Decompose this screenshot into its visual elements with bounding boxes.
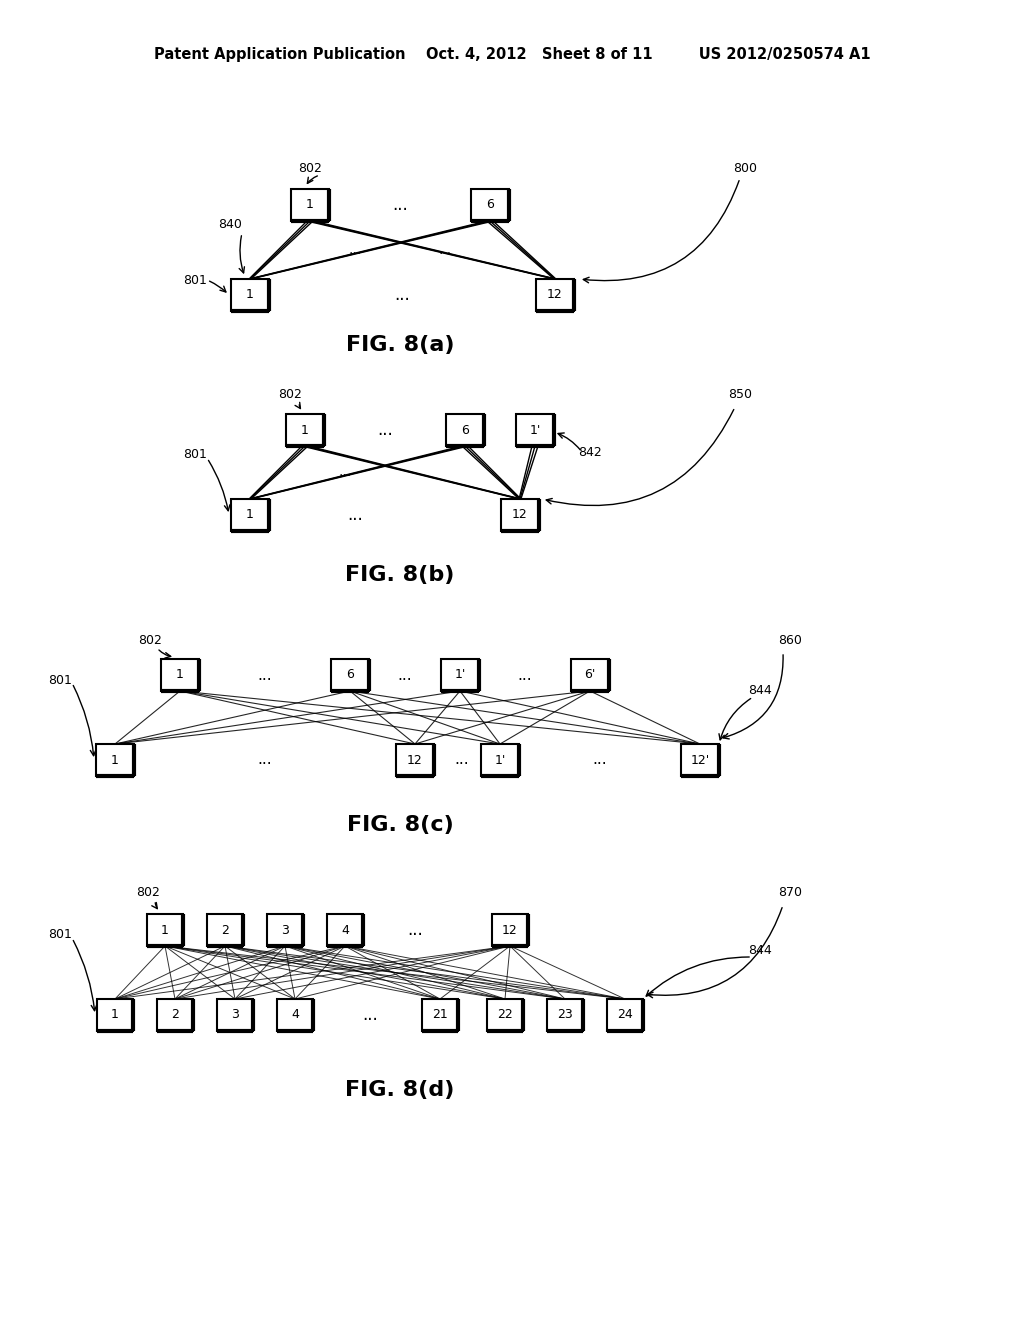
Text: 850: 850	[728, 388, 752, 401]
Text: 870: 870	[778, 887, 802, 899]
Text: 4: 4	[341, 924, 349, 936]
Text: 802: 802	[298, 161, 322, 174]
FancyBboxPatch shape	[516, 414, 554, 446]
FancyBboxPatch shape	[471, 189, 509, 220]
Text: ...: ...	[455, 752, 469, 767]
Text: ...: ...	[438, 243, 452, 257]
FancyBboxPatch shape	[278, 999, 313, 1031]
FancyBboxPatch shape	[441, 659, 479, 690]
Text: 3: 3	[231, 1008, 239, 1022]
FancyBboxPatch shape	[207, 913, 243, 946]
Text: 23: 23	[557, 1008, 572, 1022]
Text: 860: 860	[778, 634, 802, 647]
Text: 12': 12'	[690, 754, 710, 767]
Text: 1: 1	[111, 1008, 119, 1022]
Text: 24: 24	[617, 1008, 633, 1022]
Text: 12: 12	[502, 924, 518, 936]
Text: 6': 6'	[585, 668, 596, 681]
Text: 801: 801	[183, 273, 207, 286]
Text: FIG. 8(d): FIG. 8(d)	[345, 1080, 455, 1100]
Text: 844: 844	[749, 684, 772, 697]
FancyBboxPatch shape	[286, 414, 324, 446]
Text: 844: 844	[749, 944, 772, 957]
Text: 1: 1	[246, 508, 254, 521]
Text: 4: 4	[291, 1008, 299, 1022]
Text: FIG. 8(c): FIG. 8(c)	[347, 814, 454, 836]
Text: ...: ...	[518, 668, 532, 682]
FancyBboxPatch shape	[96, 744, 134, 776]
FancyBboxPatch shape	[492, 913, 528, 946]
FancyBboxPatch shape	[547, 999, 583, 1031]
Text: 6: 6	[346, 668, 354, 681]
Text: ...: ...	[394, 286, 410, 304]
Text: 3: 3	[281, 924, 289, 936]
Text: 801: 801	[48, 928, 72, 941]
FancyBboxPatch shape	[331, 659, 369, 690]
FancyBboxPatch shape	[147, 913, 183, 946]
FancyBboxPatch shape	[231, 499, 269, 531]
Text: 1: 1	[111, 754, 119, 767]
Text: ...: ...	[258, 752, 272, 767]
Text: 12: 12	[512, 508, 528, 521]
Text: ...: ...	[392, 195, 408, 214]
FancyBboxPatch shape	[446, 414, 484, 446]
Text: 1: 1	[176, 668, 184, 681]
Text: ...: ...	[408, 921, 423, 939]
Text: 6: 6	[486, 198, 494, 211]
FancyBboxPatch shape	[681, 744, 719, 776]
Text: ...: ...	[339, 465, 351, 479]
Text: 12: 12	[408, 754, 423, 767]
Text: FIG. 8(b): FIG. 8(b)	[345, 565, 455, 585]
FancyBboxPatch shape	[536, 279, 574, 312]
Text: ...: ...	[347, 506, 362, 524]
FancyBboxPatch shape	[157, 999, 193, 1031]
FancyBboxPatch shape	[97, 999, 133, 1031]
FancyBboxPatch shape	[327, 913, 362, 946]
Text: ...: ...	[348, 243, 361, 257]
Text: ...: ...	[377, 421, 393, 440]
FancyBboxPatch shape	[481, 744, 519, 776]
Text: ...: ...	[593, 752, 607, 767]
FancyBboxPatch shape	[501, 499, 539, 531]
FancyBboxPatch shape	[267, 913, 303, 946]
Text: 802: 802	[136, 887, 160, 899]
Text: FIG. 8(a): FIG. 8(a)	[346, 335, 455, 355]
FancyBboxPatch shape	[487, 999, 523, 1031]
Text: ...: ...	[258, 668, 272, 682]
Text: 21: 21	[432, 1008, 447, 1022]
Text: 1': 1'	[455, 668, 466, 681]
Text: 840: 840	[218, 219, 242, 231]
Text: 1': 1'	[529, 424, 541, 437]
FancyBboxPatch shape	[231, 279, 269, 312]
Text: Patent Application Publication    Oct. 4, 2012   Sheet 8 of 11         US 2012/0: Patent Application Publication Oct. 4, 2…	[154, 48, 870, 62]
Text: 1': 1'	[495, 754, 506, 767]
Text: 1: 1	[301, 424, 309, 437]
Text: 802: 802	[138, 634, 162, 647]
Text: 1: 1	[306, 198, 314, 211]
FancyBboxPatch shape	[291, 189, 329, 220]
FancyBboxPatch shape	[571, 659, 609, 690]
FancyBboxPatch shape	[422, 999, 458, 1031]
Text: 801: 801	[48, 673, 72, 686]
Text: 801: 801	[183, 449, 207, 462]
Text: ...: ...	[362, 1006, 378, 1024]
Text: 22: 22	[497, 1008, 513, 1022]
Text: 2: 2	[171, 1008, 179, 1022]
FancyBboxPatch shape	[396, 744, 434, 776]
FancyBboxPatch shape	[217, 999, 253, 1031]
Text: 800: 800	[733, 161, 757, 174]
Text: 1: 1	[246, 289, 254, 301]
FancyBboxPatch shape	[607, 999, 643, 1031]
Text: 12: 12	[547, 289, 563, 301]
Text: 2: 2	[221, 924, 229, 936]
Text: 6: 6	[461, 424, 469, 437]
FancyBboxPatch shape	[161, 659, 199, 690]
Text: 842: 842	[579, 446, 602, 459]
Text: 802: 802	[279, 388, 302, 401]
Text: ...: ...	[397, 668, 413, 682]
Text: 1: 1	[161, 924, 169, 936]
